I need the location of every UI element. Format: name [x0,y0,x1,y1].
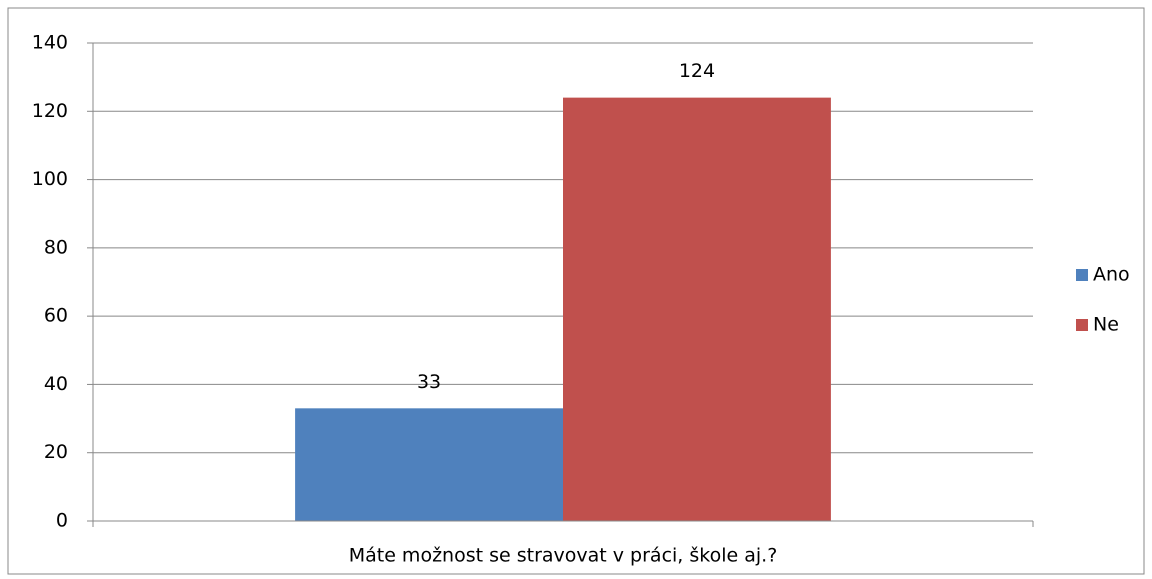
y-tick-label: 140 [32,32,68,54]
bar [563,97,831,521]
y-tick-label: 40 [44,373,68,395]
bar [295,408,563,521]
y-tick-label: 60 [44,305,68,327]
legend-swatch [1076,319,1088,331]
y-tick-label: 120 [32,100,68,122]
y-tick-label: 100 [32,168,68,190]
y-tick-label: 20 [44,441,68,463]
y-tick-label: 0 [56,510,68,532]
legend-label: Ne [1093,314,1119,336]
x-tick-label: Máte možnost se stravovat v práci, škole… [349,545,778,567]
data-label: 33 [417,371,441,393]
legend-swatch [1076,269,1088,281]
y-tick-label: 80 [44,236,68,258]
legend-label: Ano [1093,264,1130,286]
data-label: 124 [679,60,715,82]
